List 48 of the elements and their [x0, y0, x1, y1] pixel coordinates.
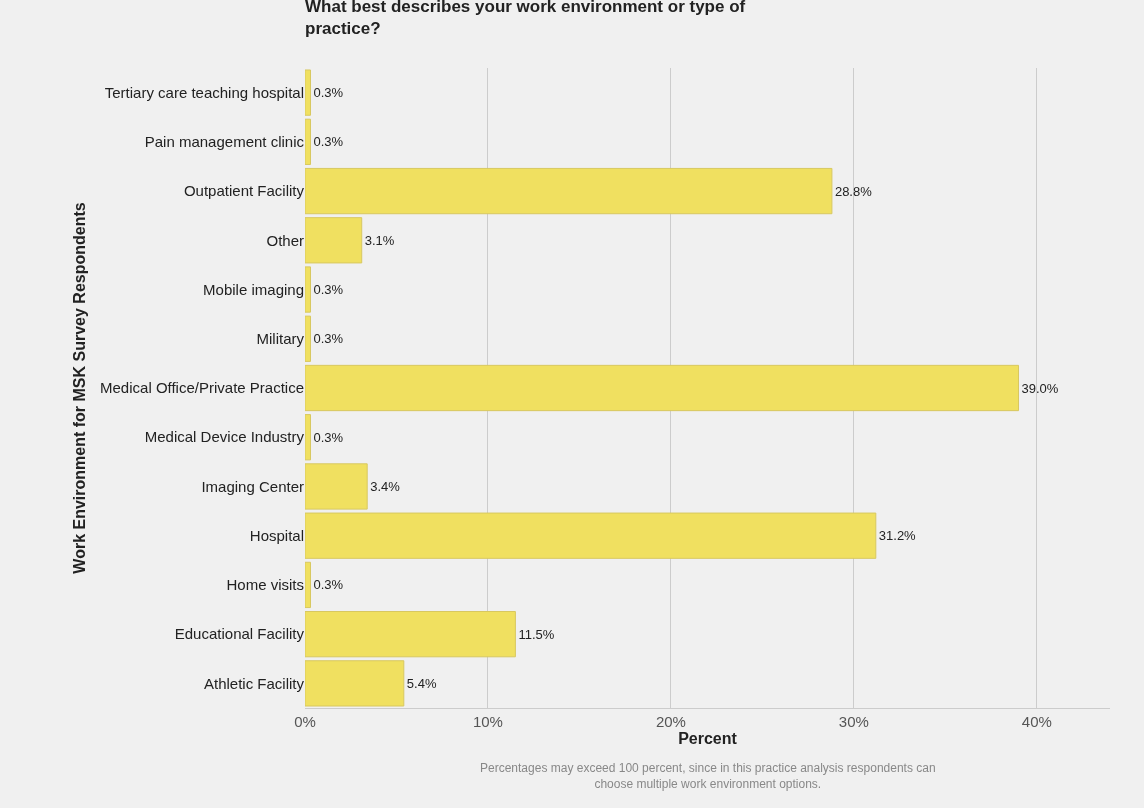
bar: [305, 217, 363, 264]
data-label: 39.0%: [1021, 380, 1059, 396]
x-tick-label: 20%: [655, 713, 686, 730]
x-tick-label: 10%: [472, 713, 503, 730]
bar: [305, 463, 368, 510]
y-tick-label: Educational Facility: [174, 625, 305, 643]
y-axis-title: Work Environment for MSK Survey Respondents: [70, 202, 88, 574]
data-label: 28.8%: [834, 183, 873, 199]
data-label: 0.3%: [313, 134, 344, 150]
y-tick-label: Mobile imaging: [203, 280, 304, 298]
bar: [305, 167, 833, 215]
data-label: 3.4%: [370, 478, 401, 494]
bar: [305, 315, 311, 362]
data-label: 0.3%: [313, 577, 344, 593]
y-tick-label: Athletic Facility: [203, 674, 305, 692]
y-tick-label: Hospital: [249, 526, 304, 544]
bar: [305, 364, 1020, 412]
data-label: 5.4%: [406, 675, 437, 691]
y-tick-label: Imaging Center: [201, 477, 304, 495]
data-label: 0.3%: [313, 331, 344, 347]
x-axis-title: Percent: [678, 730, 738, 747]
y-tick-label: Outpatient Facility: [183, 182, 305, 200]
bar: [305, 118, 311, 165]
bar: [305, 512, 877, 559]
bar: [305, 660, 405, 707]
bar: [305, 561, 311, 609]
bar: [305, 266, 311, 313]
data-label: 0.3%: [313, 282, 344, 298]
bar: [305, 69, 311, 116]
y-tick-label: Medical Device Industry: [144, 428, 305, 446]
data-label: 0.3%: [313, 429, 344, 445]
x-tick-label: 30%: [838, 713, 869, 730]
chart-title: What best describes your work environment or type of practice?: [305, 0, 746, 39]
y-tick-label: Military: [256, 330, 305, 348]
data-label: 3.1%: [364, 232, 395, 248]
y-tick-label: Other: [266, 231, 304, 249]
x-tick-label: 0%: [294, 713, 316, 730]
y-tick-label: Tertiary care teaching hospital: [104, 83, 304, 101]
x-tick-label: 40%: [1021, 713, 1052, 730]
text: Percentages may exceed 100 percent, since in this practice analysis respondents can choose multiple work environment options.: [480, 761, 936, 791]
data-label: 31.2%: [878, 528, 917, 544]
bar: [305, 414, 311, 461]
data-label: 0.3%: [313, 85, 344, 101]
y-tick-label: Medical Office/Private Practice: [100, 379, 304, 397]
data-label: 11.5%: [518, 626, 555, 642]
bar: [305, 611, 516, 658]
y-tick-label: Pain management clinic: [144, 133, 305, 151]
y-tick-label: Home visits: [226, 576, 304, 594]
